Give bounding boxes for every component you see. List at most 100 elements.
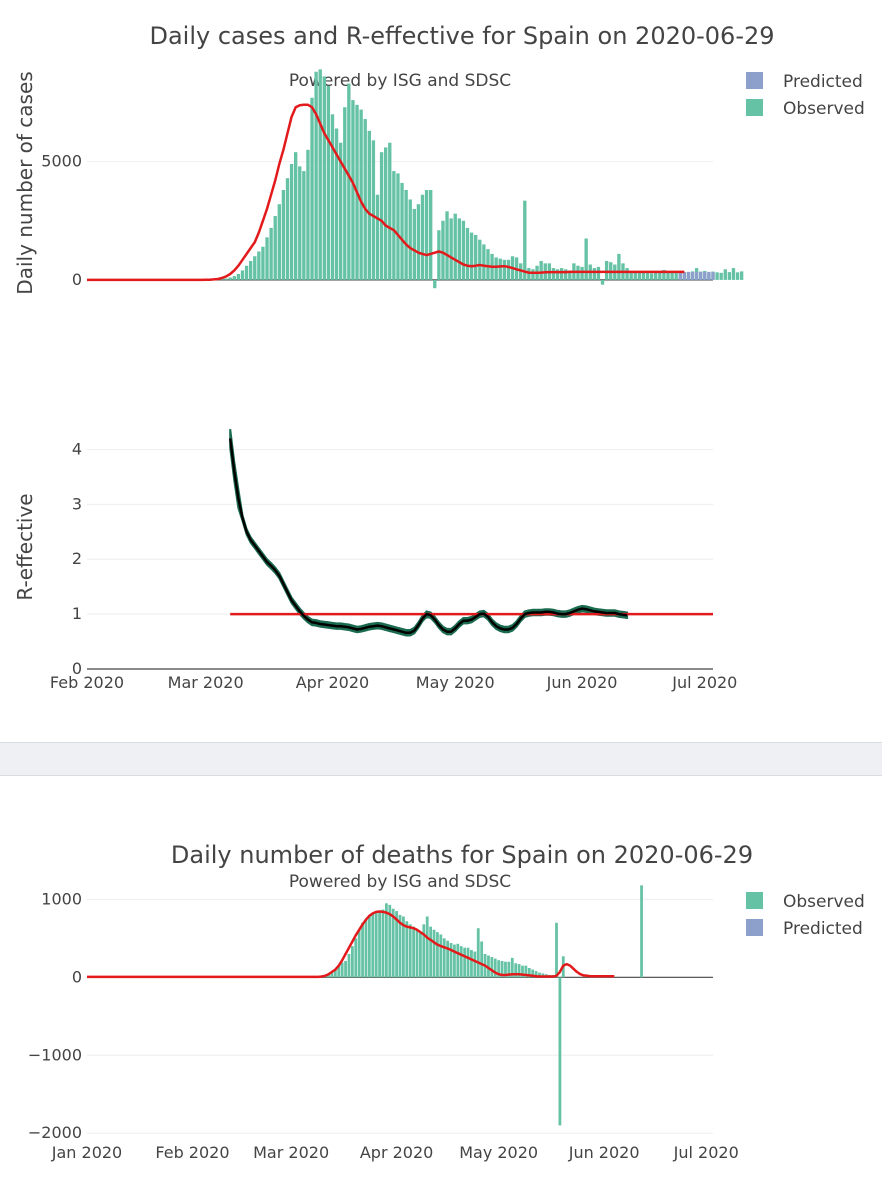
observed-bar [384,147,388,280]
observed-bar [416,204,421,280]
observed-bar [469,232,474,280]
observed-bar [344,960,347,978]
legend-label-observed[interactable]: Observed [783,99,865,119]
observed-bar [224,278,228,280]
legend-label-predicted[interactable]: Predicted [783,72,863,92]
observed-bar [445,211,449,280]
observed-bar [617,253,621,280]
y-tick-label: 1 [72,604,82,623]
observed-bar [400,182,404,280]
observed-bar [666,272,670,280]
y-tick-label: −1000 [28,1045,82,1064]
observed-bar [375,194,380,280]
predicted-bar [699,271,703,280]
observed-bar [330,114,335,280]
observed-bar [388,142,392,280]
cases-legend[interactable]: Predicted Observed [746,72,865,119]
observed-bar [326,85,331,280]
observed-bar [436,932,439,978]
observed-bar [502,259,507,280]
observed-bar [449,943,453,978]
observed-bar [527,268,531,280]
observed-bar [240,270,245,280]
observed-bar [402,916,405,978]
observed-bar [429,190,433,280]
observed-bar [367,130,371,280]
observed-bar [534,971,538,978]
observed-bar [482,244,486,280]
observed-bar [244,265,249,280]
observed-bar [735,272,740,280]
legend-swatch-predicted[interactable] [746,919,763,936]
observed-bar [340,962,344,978]
x-tick-label: May 2020 [459,1143,538,1162]
observed-bar [538,972,541,978]
observed-bar [514,963,518,978]
observed-bar [604,260,609,280]
observed-bar [333,969,337,978]
observed-bar [670,271,674,280]
observed-bar [415,930,419,978]
x-tick-label: Mar 2020 [168,673,244,692]
observed-bar [384,903,388,978]
x-tick-label: Jun 2020 [568,1143,640,1162]
x-tick-label: Mar 2020 [253,1143,329,1162]
observed-bar [429,926,433,978]
observed-bar [351,100,355,280]
observed-bar [466,947,470,978]
observed-bar [412,208,416,280]
observed-bar [500,960,504,978]
legend-swatch-observed[interactable] [746,99,763,116]
y-tick-label: 2 [72,549,82,568]
observed-bar [334,128,339,280]
r-confidence-band [229,428,629,637]
observed-bar [364,918,368,978]
observed-bar [470,950,473,978]
observed-bar [723,269,727,280]
observed-bar [507,961,511,978]
observed-bar [523,200,527,280]
observed-bar [232,276,236,280]
observed-bar [527,967,531,978]
observed-bar [378,911,381,978]
observed-bar [392,171,396,280]
cases-plot-area[interactable]: 0 5000 [41,69,744,289]
smoothed-curve [87,910,615,979]
y-tick-label: 5000 [41,152,82,171]
observed-bar [405,921,409,978]
observed-bar [357,930,361,978]
deaths-legend[interactable]: Observed Predicted [746,892,865,939]
r-effective-plot-area[interactable]: 0 1 2 3 4 Feb 2020 Mar 2020 Apr 2020 May 2020 Jun… [50,428,737,692]
x-tick-label: Jul 2020 [671,673,737,692]
cases-and-r-chart: Daily cases and R-effective for Spain on… [13,22,865,692]
observed-bar [379,152,384,280]
observed-bar [363,119,367,280]
observed-bar [517,964,521,978]
observed-bar [662,269,666,280]
observed-bar [432,929,436,978]
observed-bar [600,279,605,285]
legend-swatch-observed[interactable] [746,892,763,909]
observed-bar [391,908,395,978]
legend-swatch-predicted[interactable] [746,72,763,89]
observed-bar [493,958,497,978]
observed-bar [347,953,351,978]
observed-bar [420,194,425,280]
r-effective-line [228,438,628,635]
legend-label-predicted[interactable]: Predicted [783,919,863,939]
x-tick-label: Feb 2020 [155,1143,229,1162]
y-tick-label: 0 [72,270,82,289]
observed-bar [354,938,358,978]
observed-bar [442,938,446,978]
observed-bar [337,965,341,978]
predicted-bar [703,271,707,280]
observed-bar [645,272,650,280]
observed-bar [419,932,422,978]
observed-bar [555,269,560,280]
legend-label-observed[interactable]: Observed [783,892,865,912]
observed-bar [269,227,273,280]
observed-bar [453,944,456,978]
observed-bar [433,279,437,289]
observed-bar [422,924,426,978]
